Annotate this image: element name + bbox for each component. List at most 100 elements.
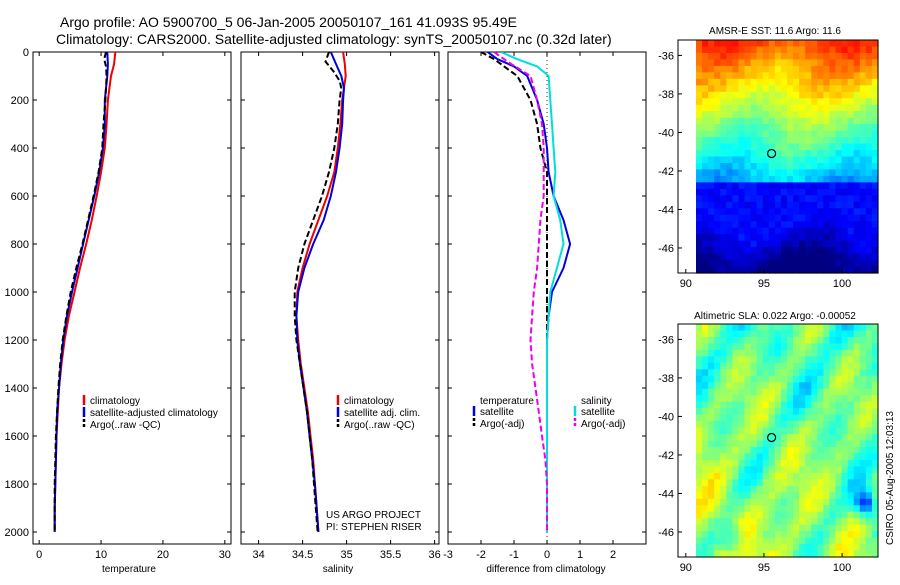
- map-cell: [805, 240, 812, 248]
- map-cell: [859, 240, 867, 248]
- map-cell: [720, 498, 727, 506]
- map-cell: [768, 498, 776, 506]
- map-cell: [720, 137, 727, 145]
- map-cell: [817, 130, 824, 138]
- map-cell: [835, 401, 843, 409]
- map-cell: [811, 330, 818, 338]
- map-cell: [805, 111, 812, 119]
- map-cell: [750, 156, 758, 164]
- map-cell: [750, 188, 758, 196]
- map-cell: [835, 208, 843, 216]
- map-cell: [744, 150, 752, 158]
- map-cell: [714, 485, 721, 493]
- map-cell: [823, 518, 831, 526]
- map-cell: [780, 156, 788, 164]
- map-cell: [750, 214, 758, 222]
- map-cell: [738, 40, 746, 48]
- map-cell: [841, 201, 849, 209]
- map-cell: [756, 362, 764, 370]
- map-cell: [859, 111, 867, 119]
- map-cell: [817, 336, 824, 345]
- map-cell: [720, 356, 727, 364]
- map-cell: [871, 156, 879, 164]
- map-cell: [865, 382, 873, 390]
- map-cell: [805, 524, 812, 532]
- map-cell: [805, 421, 812, 429]
- map-cell: [702, 369, 709, 377]
- map-cell: [799, 201, 806, 209]
- map-cell: [799, 479, 806, 487]
- map-cell: [859, 324, 867, 332]
- map-cell: [853, 336, 861, 345]
- map-cell: [756, 234, 764, 242]
- map-cell: [768, 247, 776, 255]
- map-cell: [865, 440, 873, 448]
- map-cell: [744, 472, 752, 480]
- legend-label: climatology: [90, 396, 140, 407]
- map-cell: [732, 227, 740, 235]
- map-cell: [817, 143, 824, 151]
- map-cell: [696, 382, 703, 390]
- map-cell: [841, 85, 849, 93]
- map-cell: [811, 466, 818, 474]
- map-cell: [726, 453, 733, 461]
- map-cell: [841, 356, 849, 364]
- map-cell: [829, 65, 837, 73]
- map-cell: [871, 524, 879, 532]
- map-cell: [865, 434, 873, 442]
- map-cell: [744, 498, 752, 506]
- map-cell: [811, 349, 818, 357]
- map-cell: [835, 234, 843, 242]
- map-cell: [696, 117, 703, 125]
- series-line-temperature-satellite: [487, 52, 572, 532]
- map-cell: [811, 446, 818, 455]
- map-cell: [708, 531, 715, 539]
- map-cell: [859, 459, 867, 467]
- map-cell: [714, 550, 721, 558]
- map-cell: [780, 78, 788, 86]
- map-cell: [708, 395, 715, 403]
- map-cell: [720, 150, 727, 158]
- map-cell: [829, 356, 837, 364]
- map-cell: [702, 479, 709, 487]
- map-cell: [750, 343, 758, 351]
- map-cell: [750, 234, 758, 242]
- map-cell: [702, 150, 709, 158]
- map-cell: [738, 524, 746, 532]
- map-cell: [787, 162, 794, 171]
- sst-map-title: AMSR-E SST: 11.6 Argo: 11.6: [709, 26, 841, 37]
- map-cell: [859, 214, 867, 222]
- map-cell: [780, 531, 788, 539]
- map-cell: [859, 518, 867, 526]
- map-x-tick-label: 90: [680, 278, 692, 290]
- map-cell: [817, 137, 824, 145]
- map-cell: [853, 388, 861, 396]
- map-cell: [774, 117, 782, 125]
- map-cell: [793, 130, 800, 138]
- map-cell: [780, 550, 788, 558]
- map-cell: [738, 434, 746, 442]
- map-cell: [793, 260, 800, 268]
- map-cell: [774, 375, 782, 383]
- map-cell: [787, 46, 794, 54]
- map-cell: [841, 227, 849, 235]
- map-cell: [835, 169, 843, 177]
- map-cell: [829, 143, 837, 151]
- map-cell: [811, 175, 818, 183]
- map-cell: [732, 492, 740, 500]
- map-cell: [823, 162, 831, 171]
- map-cell: [859, 104, 867, 112]
- map-cell: [750, 253, 758, 261]
- map-cell: [841, 459, 849, 467]
- map-cell: [805, 156, 812, 164]
- map-cell: [702, 143, 709, 151]
- map-cell: [720, 550, 727, 558]
- map-cell: [726, 382, 733, 390]
- map-cell: [738, 91, 746, 99]
- map-cell: [853, 175, 861, 183]
- map-cell: [750, 330, 758, 338]
- map-cell: [817, 349, 824, 357]
- map-cell: [774, 221, 782, 229]
- map-cell: [817, 466, 824, 474]
- map-cell: [787, 221, 794, 229]
